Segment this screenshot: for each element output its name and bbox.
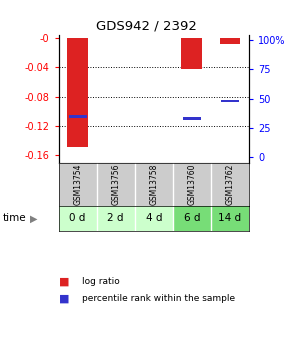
Bar [67,38,88,147]
Bar [221,100,239,102]
Bar [219,38,241,44]
Bar [181,38,202,69]
Text: GSM13754: GSM13754 [73,164,82,205]
Bar [135,206,173,231]
Text: ■: ■ [59,276,69,286]
Bar [173,206,211,231]
Text: time: time [3,213,27,223]
Text: GDS942 / 2392: GDS942 / 2392 [96,19,197,32]
Text: 14 d: 14 d [219,213,241,223]
Text: GSM13762: GSM13762 [226,164,234,205]
Bar [183,117,201,120]
Bar [97,206,135,231]
Text: ▶: ▶ [30,213,38,223]
Bar [211,206,249,231]
Text: GSM13756: GSM13756 [111,164,120,205]
Bar [59,206,97,231]
Text: log ratio: log ratio [82,277,120,286]
Text: 0 d: 0 d [69,213,86,223]
Text: ■: ■ [59,294,69,303]
Bar [69,115,87,118]
Text: GSM13760: GSM13760 [188,164,196,205]
Text: percentile rank within the sample: percentile rank within the sample [82,294,235,303]
Text: 2 d: 2 d [108,213,124,223]
Text: 4 d: 4 d [146,213,162,223]
Text: 6 d: 6 d [184,213,200,223]
Text: GSM13758: GSM13758 [149,164,158,205]
